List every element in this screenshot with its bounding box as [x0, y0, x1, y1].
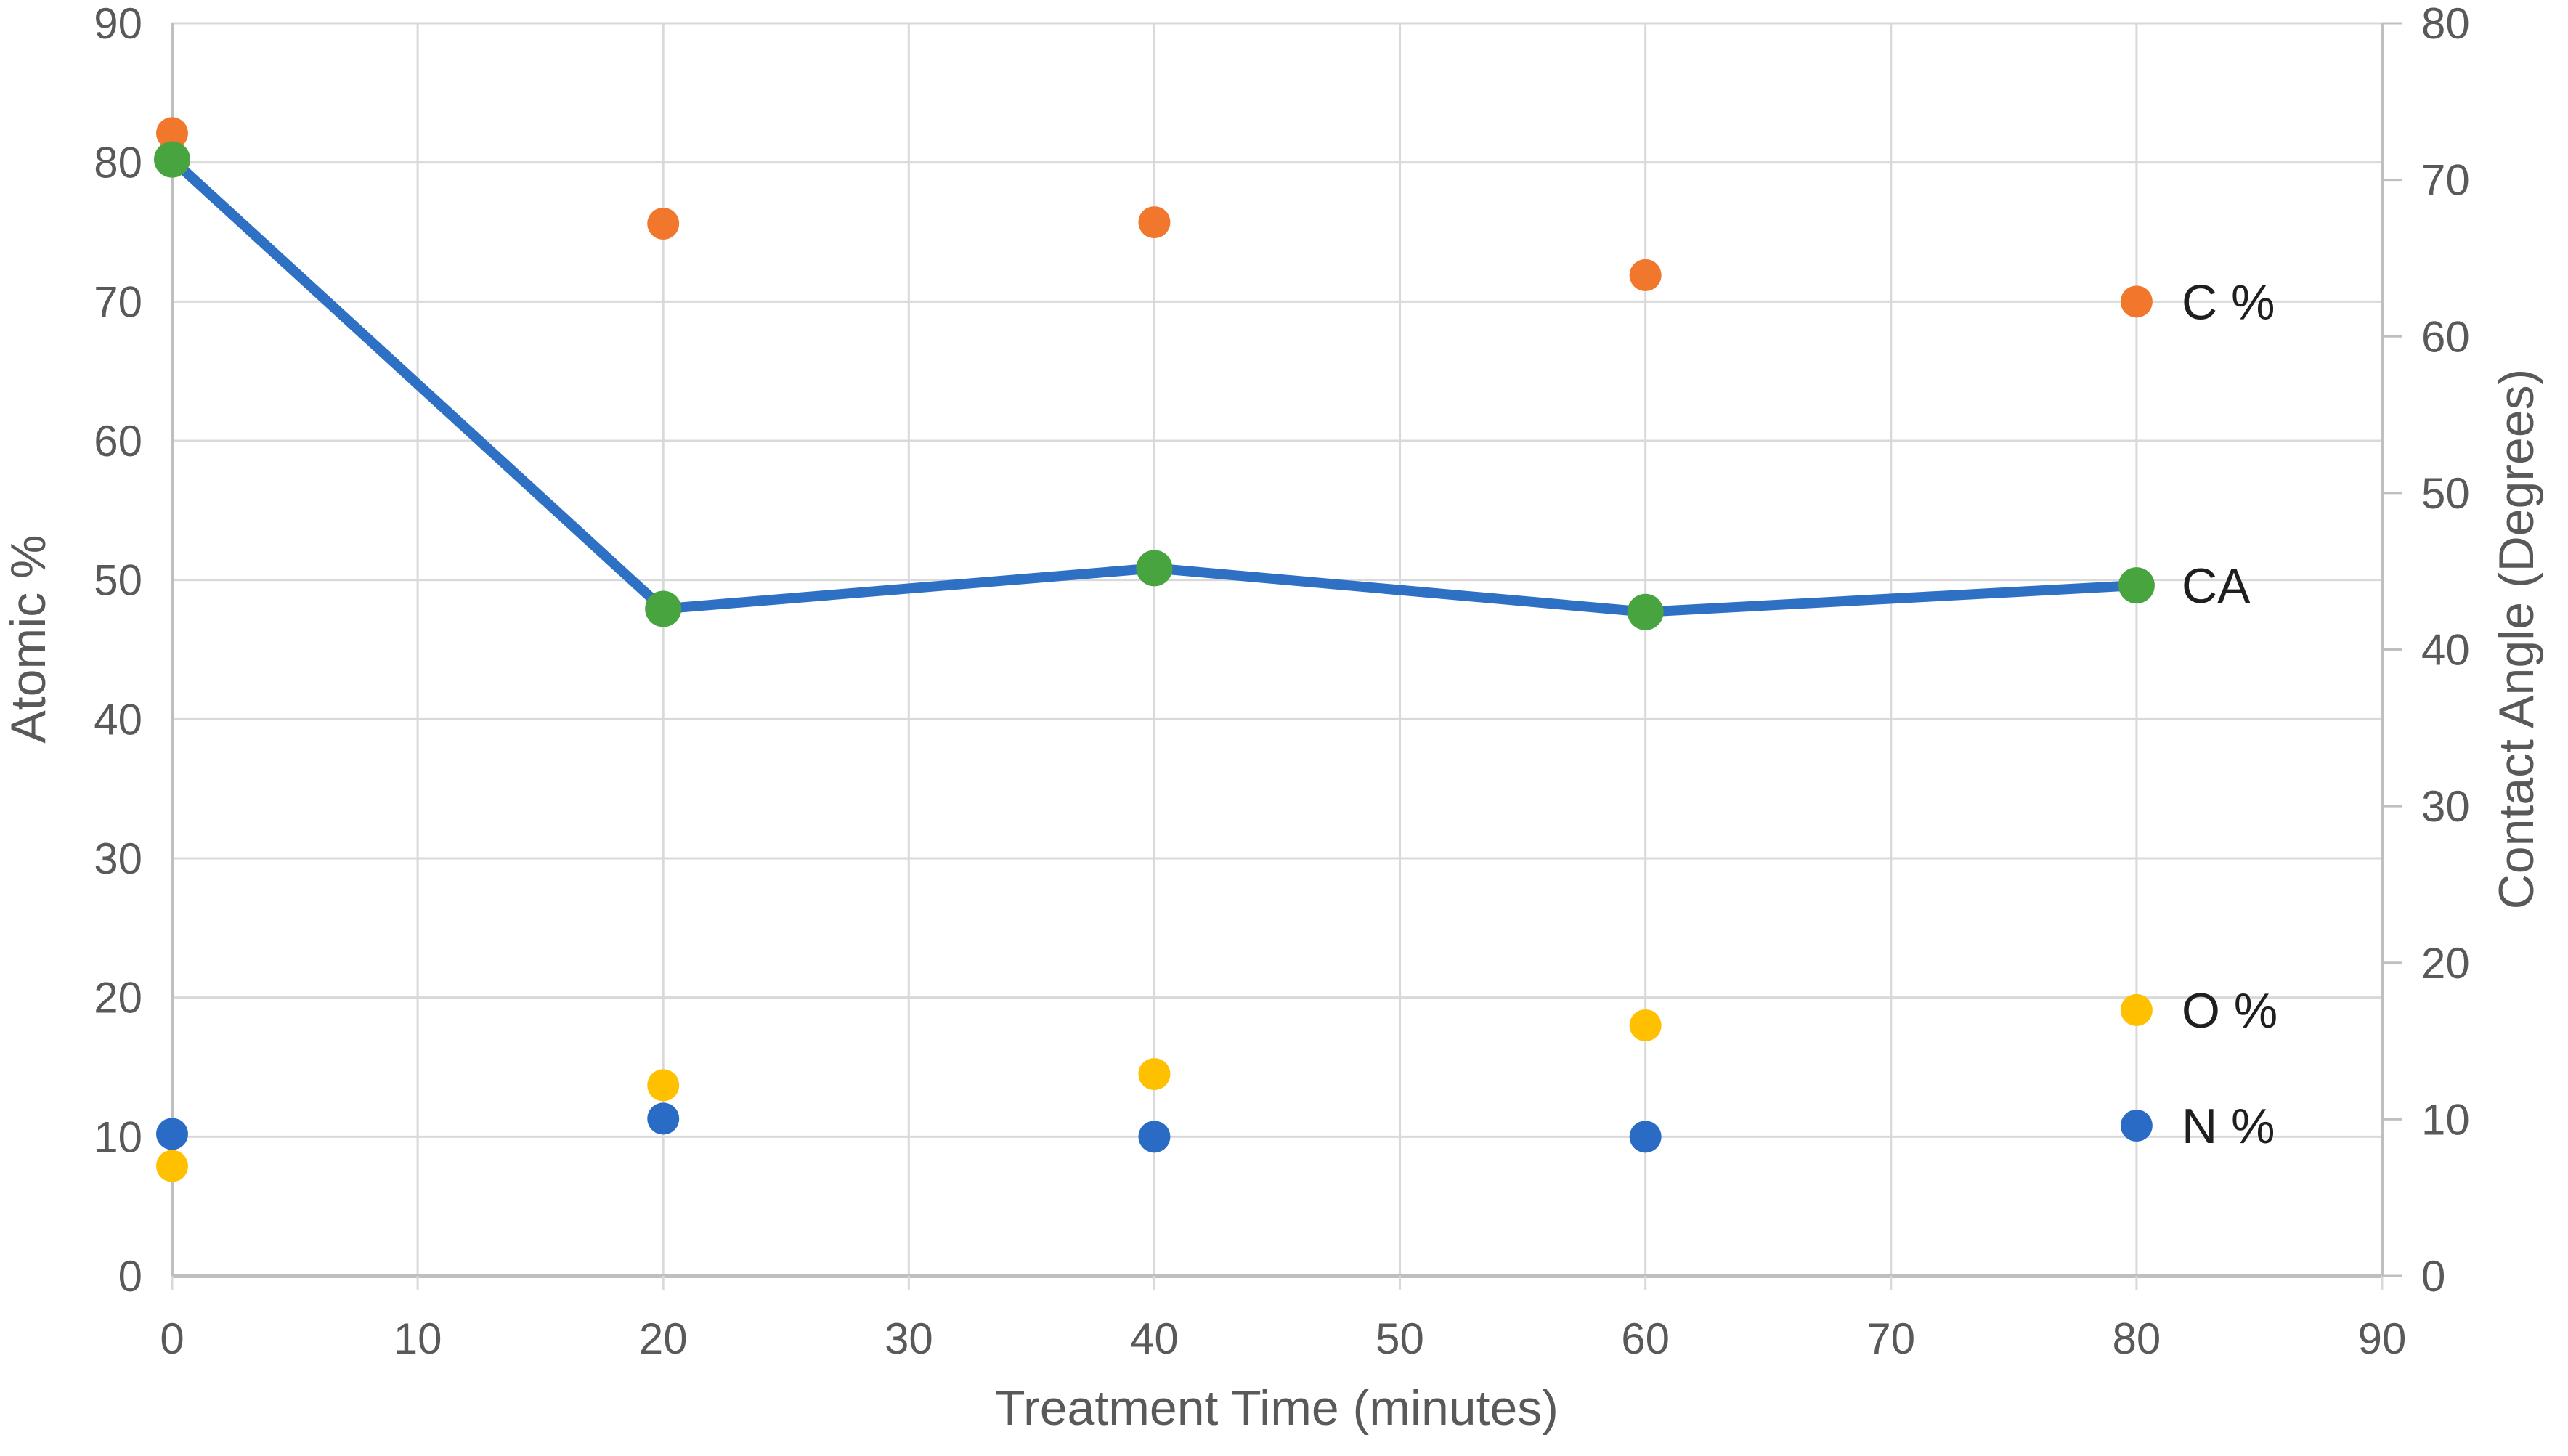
- right-axis-tick-label: 70: [2421, 156, 2470, 205]
- right-axis-tick-label: 40: [2421, 626, 2470, 675]
- data-point-o: [2120, 993, 2153, 1026]
- series-group: [154, 117, 2155, 1182]
- right-y-axis-title: Contact Angle (Degrees): [2489, 369, 2544, 910]
- left-y-axis-title: Atomic %: [1, 534, 56, 743]
- right-axis-tick-label: 10: [2421, 1095, 2470, 1144]
- x-axis-tick-label: 30: [885, 1314, 933, 1363]
- left-axis-tick-label: 0: [118, 1252, 142, 1301]
- series-label-o: O %: [2182, 983, 2278, 1038]
- x-axis-tick-label: 80: [2113, 1314, 2161, 1363]
- left-axis-tick-label: 10: [94, 1113, 142, 1161]
- data-point-ca: [154, 141, 190, 178]
- series-label-n: N %: [2182, 1099, 2275, 1154]
- data-point-n: [647, 1102, 680, 1135]
- data-point-ca: [2118, 567, 2155, 604]
- tick-labels-group: 0 10 20 30 40 50 60 70 80 90 0 10 20 30 40 50 60 70 80 0 10 2…: [94, 0, 2470, 1363]
- data-point-o: [156, 1150, 188, 1182]
- x-axis-tick-label: 70: [1866, 1314, 1915, 1363]
- left-axis-tick-label: 70: [94, 277, 142, 326]
- data-point-n: [156, 1118, 188, 1150]
- data-point-ca: [645, 590, 682, 627]
- right-axis-tick-label: 60: [2421, 312, 2470, 361]
- data-point-c: [647, 208, 680, 240]
- x-axis-title: Treatment Time (minutes): [995, 1380, 1559, 1436]
- left-axis-tick-label: 20: [94, 974, 142, 1022]
- gridlines-group: [172, 22, 2382, 1276]
- left-axis-tick-label: 60: [94, 417, 142, 465]
- data-point-c: [156, 117, 188, 150]
- left-axis-tick-label: 30: [94, 834, 142, 883]
- x-axis-tick-label: 40: [1130, 1314, 1179, 1363]
- axes-group: [171, 22, 2402, 1290]
- x-axis-tick-label: 90: [2358, 1314, 2407, 1363]
- right-axis-tick-label: 50: [2421, 469, 2470, 518]
- x-axis-tick-label: 20: [639, 1314, 688, 1363]
- data-point-n: [2120, 1110, 2153, 1142]
- left-axis-tick-label: 90: [94, 0, 142, 48]
- left-axis-tick-label: 50: [94, 556, 142, 605]
- x-axis-tick-label: 60: [1621, 1314, 1670, 1363]
- right-axis-tick-label: 0: [2421, 1252, 2445, 1301]
- data-point-o: [647, 1069, 680, 1102]
- data-point-c: [1138, 206, 1171, 239]
- series-label-c: C %: [2182, 274, 2275, 330]
- x-axis-tick-label: 0: [160, 1314, 184, 1363]
- data-point-n: [1138, 1121, 1171, 1153]
- left-axis-tick-label: 80: [94, 139, 142, 187]
- legend-group: C % CA O % N %: [2182, 274, 2278, 1154]
- right-axis-tick-label: 20: [2421, 939, 2470, 988]
- data-point-c: [1629, 259, 1662, 291]
- x-axis-tick-label: 10: [394, 1314, 442, 1363]
- right-axis-tick-label: 30: [2421, 782, 2470, 831]
- data-point-ca: [1627, 593, 1664, 630]
- data-point-o: [1629, 1009, 1662, 1041]
- data-point-o: [1138, 1058, 1171, 1091]
- left-axis-tick-label: 40: [94, 695, 142, 744]
- series-label-ca: CA: [2182, 558, 2251, 614]
- data-point-c: [2120, 285, 2153, 318]
- x-axis-tick-label: 50: [1376, 1314, 1424, 1363]
- data-point-ca: [1136, 550, 1173, 587]
- right-axis-tick-label: 80: [2421, 0, 2470, 48]
- data-point-n: [1629, 1121, 1662, 1153]
